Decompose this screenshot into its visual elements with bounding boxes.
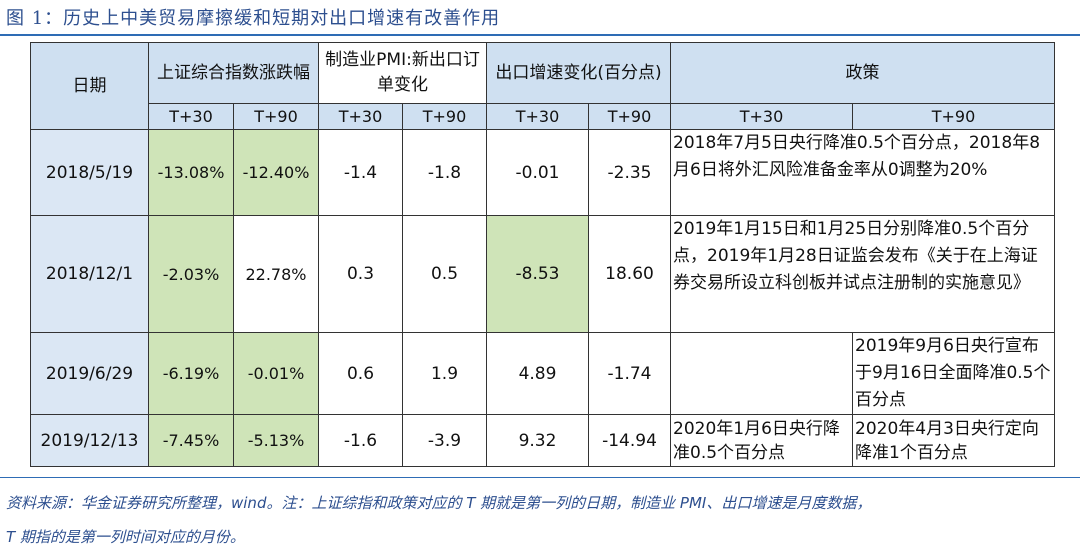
index-t30-cell: -2.03% bbox=[148, 215, 234, 333]
pmi-t30-cell: -1.4 bbox=[318, 129, 403, 216]
index-t90-cell: 22.78% bbox=[233, 215, 319, 333]
table-row: 2018/5/19 -13.08% -12.40% -1.4 -1.8 -0.0… bbox=[30, 129, 1055, 216]
export-t90-cell: -2.35 bbox=[588, 129, 671, 216]
index-t30-cell: -13.08% bbox=[148, 129, 234, 216]
pmi-t30-cell: 0.6 bbox=[318, 332, 403, 415]
index-t30-cell: -6.19% bbox=[148, 332, 234, 415]
header-pmi: 制造业PMI:新出口订单变化 bbox=[318, 42, 487, 104]
policy-cell: 2019年1月15日和1月25日分别降准0.5个百分点，2019年1月28日证监… bbox=[670, 215, 1055, 333]
policy-t30-cell bbox=[670, 332, 853, 415]
pmi-t90-cell: 1.9 bbox=[402, 332, 487, 415]
date-cell: 2019/6/29 bbox=[30, 332, 149, 415]
index-t90-cell: -12.40% bbox=[233, 129, 319, 216]
index-t90-cell: -5.13% bbox=[233, 414, 319, 467]
table-row: 2019/12/13 -7.45% -5.13% -1.6 -3.9 9.32 … bbox=[30, 414, 1055, 467]
header-export-t30: T+30 bbox=[486, 103, 589, 130]
footnote-source: 资料来源：华金证券研究所整理，wind。注：上证综指和政策对应的 T 期就是第一… bbox=[6, 494, 872, 512]
header-pmi-t90: T+90 bbox=[402, 103, 487, 130]
export-t90-cell: 18.60 bbox=[588, 215, 671, 333]
export-t90-cell: -14.94 bbox=[588, 414, 671, 467]
policy-table: 日期 上证综合指数涨跌幅 制造业PMI:新出口订单变化 出口增速变化(百分点) … bbox=[30, 42, 1055, 467]
export-t30-cell: 4.89 bbox=[486, 332, 589, 415]
export-t90-cell: -1.74 bbox=[588, 332, 671, 415]
index-t90-cell: -0.01% bbox=[233, 332, 319, 415]
header-export-t90: T+90 bbox=[588, 103, 671, 130]
table-row: 2018/12/1 -2.03% 22.78% 0.3 0.5 -8.53 18… bbox=[30, 215, 1055, 333]
export-t30-cell: -0.01 bbox=[486, 129, 589, 216]
header-index-t30: T+30 bbox=[148, 103, 234, 130]
pmi-t30-cell: -1.6 bbox=[318, 414, 403, 467]
title-divider bbox=[0, 34, 1080, 36]
footnote-divider bbox=[0, 477, 1080, 478]
pmi-t90-cell: 0.5 bbox=[402, 215, 487, 333]
header-pmi-t30: T+30 bbox=[318, 103, 403, 130]
policy-t30-cell: 2020年1月6日央行降准0.5个百分点 bbox=[670, 414, 853, 467]
header-date: 日期 bbox=[30, 42, 149, 130]
index-t30-cell: -7.45% bbox=[148, 414, 234, 467]
pmi-t30-cell: 0.3 bbox=[318, 215, 403, 333]
pmi-t90-cell: -3.9 bbox=[402, 414, 487, 467]
header-index: 上证综合指数涨跌幅 bbox=[148, 42, 319, 104]
header-policy-t90: T+90 bbox=[852, 103, 1055, 130]
date-cell: 2018/5/19 bbox=[30, 129, 149, 216]
table-row: 2019/6/29 -6.19% -0.01% 0.6 1.9 4.89 -1.… bbox=[30, 332, 1055, 415]
policy-t90-cell: 2020年4月3日央行定向降准1个百分点 bbox=[852, 414, 1055, 467]
figure-title: 图 1：历史上中美贸易摩擦缓和短期对出口增速有改善作用 bbox=[6, 8, 501, 29]
export-t30-cell: -8.53 bbox=[486, 215, 589, 333]
export-t30-cell: 9.32 bbox=[486, 414, 589, 467]
header-export: 出口增速变化(百分点) bbox=[486, 42, 671, 104]
header-policy-t30: T+30 bbox=[670, 103, 853, 130]
pmi-t90-cell: -1.8 bbox=[402, 129, 487, 216]
footnote-note: T 期指的是第一列时间对应的月份。 bbox=[6, 528, 245, 546]
header-index-t90: T+90 bbox=[233, 103, 319, 130]
policy-t90-cell: 2019年9月6日央行宣布于9月16日全面降准0.5个百分点 bbox=[852, 332, 1055, 415]
date-cell: 2019/12/13 bbox=[30, 414, 149, 467]
policy-cell: 2018年7月5日央行降准0.5个百分点，2018年8月6日将外汇风险准备金率从… bbox=[670, 129, 1055, 216]
header-policy: 政策 bbox=[670, 42, 1055, 104]
date-cell: 2018/12/1 bbox=[30, 215, 149, 333]
